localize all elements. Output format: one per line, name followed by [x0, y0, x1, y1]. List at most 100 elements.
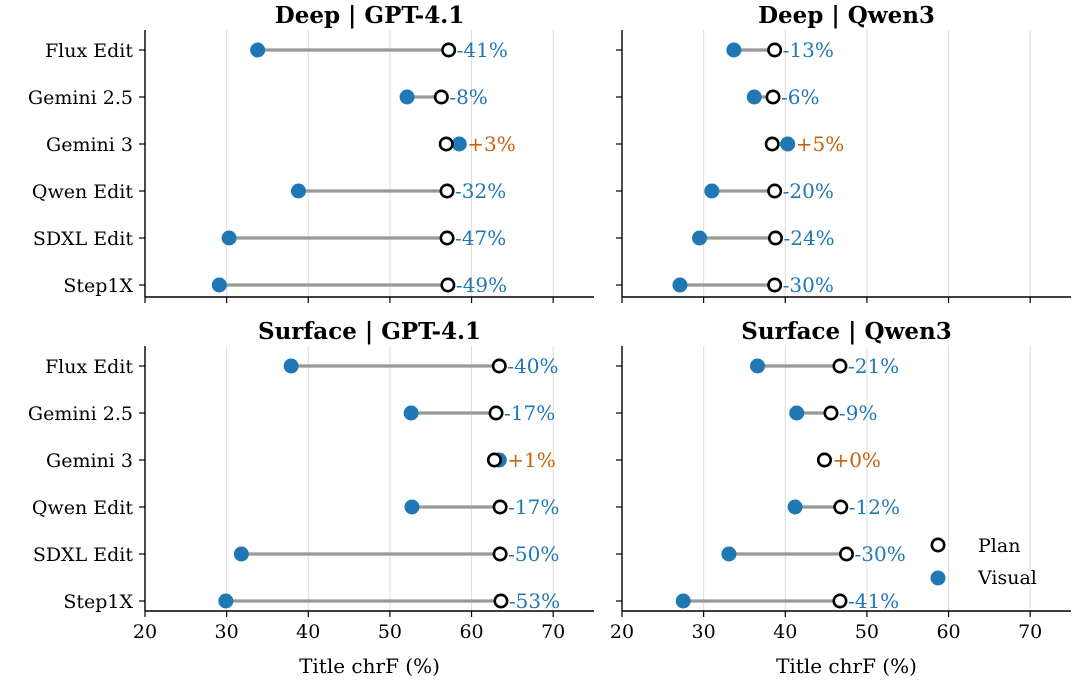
- legend-plan-label: Plan: [978, 535, 1020, 557]
- change-annotation: -50%: [508, 542, 559, 566]
- change-annotation: +1%: [507, 448, 556, 472]
- visual-point: [211, 277, 227, 293]
- change-annotation: -13%: [783, 38, 834, 62]
- visual-point: [746, 89, 762, 105]
- visual-point: [399, 89, 415, 105]
- plan-point: [433, 89, 449, 105]
- plan-point: [438, 136, 454, 152]
- plan-point: [816, 452, 832, 468]
- x-tick-label: 20: [610, 621, 634, 643]
- chart-panel-2: Deep | Qwen3 -13% -6% +5% -20% -24% -30%: [616, 2, 1071, 303]
- plan-point: [767, 230, 783, 246]
- visual-point: [726, 42, 742, 58]
- change-annotation: -17%: [504, 401, 555, 425]
- plan-point: [823, 405, 839, 421]
- x-tick-label: 50: [855, 621, 879, 643]
- change-annotation: -9%: [839, 401, 878, 425]
- visual-point: [780, 136, 796, 152]
- visual-point: [283, 358, 299, 374]
- plan-point: [439, 183, 455, 199]
- visual-point: [250, 42, 266, 58]
- x-axis-label: Title chrF (%): [776, 654, 917, 678]
- plan-point: [440, 277, 456, 293]
- y-tick-label: SDXL Edit: [33, 544, 134, 566]
- change-annotation: +3%: [467, 132, 516, 156]
- plan-point: [441, 42, 457, 58]
- change-annotation: +5%: [796, 132, 845, 156]
- plan-point: [767, 183, 783, 199]
- visual-point: [218, 593, 234, 609]
- visual-point: [451, 136, 467, 152]
- panel-title: Deep | Qwen3: [758, 2, 935, 29]
- visual-point: [672, 277, 688, 293]
- plan-point: [838, 546, 854, 562]
- change-annotation: -21%: [848, 354, 899, 378]
- y-tick-label: Gemini 3: [46, 134, 133, 156]
- change-annotation: -53%: [509, 589, 560, 613]
- visual-point: [290, 183, 306, 199]
- y-tick-label: Qwen Edit: [32, 497, 133, 519]
- plan-point: [486, 452, 502, 468]
- plan-point: [767, 277, 783, 293]
- x-tick-label: 70: [541, 621, 565, 643]
- plan-point: [833, 499, 849, 515]
- change-annotation: -41%: [457, 38, 508, 62]
- change-annotation: -47%: [455, 226, 506, 250]
- change-annotation: -30%: [855, 542, 906, 566]
- plan-point: [491, 358, 507, 374]
- y-tick-label: Step1X: [63, 275, 133, 297]
- change-annotation: -20%: [783, 179, 834, 203]
- change-annotation: -12%: [849, 495, 900, 519]
- y-tick-label: Gemini 3: [46, 450, 133, 472]
- change-annotation: +0%: [832, 448, 881, 472]
- y-tick-label: Qwen Edit: [32, 181, 133, 203]
- panel-title: Deep | GPT-4.1: [275, 2, 464, 29]
- legend: Plan Visual: [930, 535, 1037, 589]
- legend-visual-label: Visual: [977, 567, 1037, 589]
- change-annotation: -24%: [783, 226, 834, 250]
- visual-point: [221, 230, 237, 246]
- x-tick-label: 30: [692, 621, 716, 643]
- y-tick-label: Flux Edit: [45, 40, 133, 62]
- plan-point: [493, 593, 509, 609]
- visual-point: [692, 230, 708, 246]
- chart-panel-3: 20 30 40 50 60 70 Title chrF (%) Surface | GPT-…: [28, 318, 594, 678]
- x-tick-label: 20: [133, 621, 157, 643]
- visual-point: [403, 405, 419, 421]
- x-axis-label: Title chrF (%): [299, 654, 440, 678]
- visual-point: [787, 499, 803, 515]
- visual-point: [789, 405, 805, 421]
- y-tick-label: Flux Edit: [45, 356, 133, 378]
- change-annotation: -49%: [456, 273, 507, 297]
- chart-panel-1: Deep | GPT-4.1 Flux Edit -41% Gemini 2.5 -8%…: [28, 2, 594, 303]
- change-annotation: -8%: [449, 85, 488, 109]
- change-annotation: -30%: [783, 273, 834, 297]
- y-tick-label: Step1X: [63, 591, 133, 613]
- plan-point: [767, 42, 783, 58]
- change-annotation: -17%: [508, 495, 559, 519]
- plan-point: [439, 230, 455, 246]
- visual-point: [404, 499, 420, 515]
- x-tick-label: 50: [378, 621, 402, 643]
- legend-visual-marker: [930, 570, 946, 586]
- x-tick-label: 30: [215, 621, 239, 643]
- panel-title: Surface | GPT-4.1: [258, 318, 481, 345]
- change-annotation: -41%: [848, 589, 899, 613]
- plan-point: [488, 405, 504, 421]
- plan-point: [492, 546, 508, 562]
- plan-point: [832, 358, 848, 374]
- plan-point: [765, 89, 781, 105]
- plan-point: [832, 593, 848, 609]
- visual-point: [704, 183, 720, 199]
- change-annotation: -6%: [781, 85, 820, 109]
- y-tick-label: Gemini 2.5: [28, 403, 133, 425]
- change-annotation: -40%: [507, 354, 558, 378]
- x-tick-label: 60: [459, 621, 483, 643]
- x-tick-label: 70: [1018, 621, 1042, 643]
- visual-point: [721, 546, 737, 562]
- change-annotation: -32%: [455, 179, 506, 203]
- chart-panel-4: 20 30 40 50 60 70 Title chrF (%) Surface | Qwen…: [610, 318, 1071, 678]
- panel-title: Surface | Qwen3: [741, 318, 951, 345]
- x-tick-label: 40: [773, 621, 797, 643]
